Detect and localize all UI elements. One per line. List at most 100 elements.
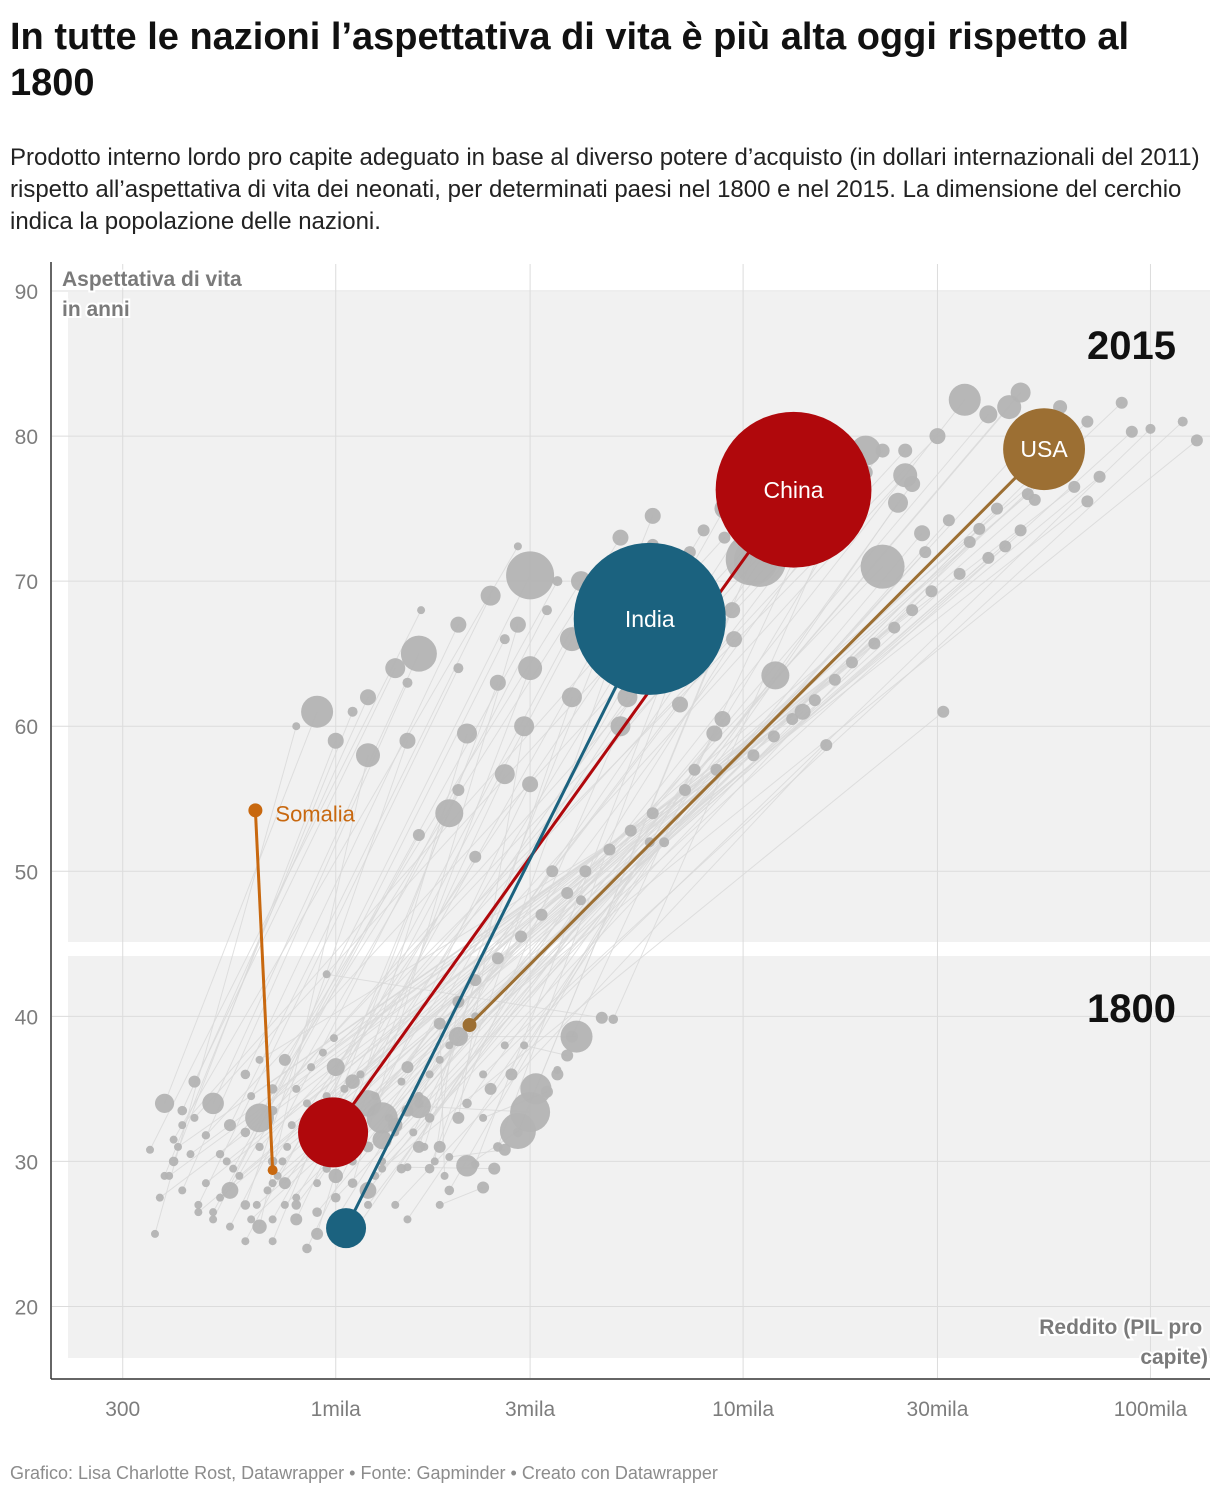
- country-dot-1800: [311, 1227, 324, 1240]
- country-dot-2015: [767, 730, 780, 743]
- country-dot-1800: [222, 1157, 231, 1166]
- country-dot-2015: [1093, 470, 1106, 483]
- country-dot-1800: [425, 1070, 434, 1079]
- country-dot-1800: [278, 1157, 287, 1166]
- country-dot-2015: [540, 1085, 553, 1098]
- country-dot-2015: [489, 674, 506, 691]
- country-dot-2015: [541, 605, 552, 616]
- y-tick-label: 90: [15, 281, 38, 304]
- connector-line: [523, 1044, 568, 1056]
- country-dot-1800: [292, 1193, 301, 1202]
- country-dot-2015: [488, 1162, 501, 1175]
- country-dot-2015: [452, 784, 465, 797]
- connector-line: [212, 653, 420, 1104]
- country-dot-1800: [278, 1177, 291, 1190]
- y-axis-title: Aspettativa di vita in anni: [62, 268, 248, 321]
- country-dot-2015: [979, 405, 998, 424]
- country-dot-2015: [515, 930, 528, 943]
- country-dot-1800: [229, 1164, 238, 1173]
- country-dot-1800: [347, 1178, 358, 1188]
- country-dot-2015: [518, 656, 543, 681]
- country-dot-1800: [240, 1127, 251, 1138]
- country-dot-1800: [326, 1058, 345, 1077]
- country-dot-1800: [252, 1200, 261, 1209]
- country-dot-1800: [240, 1069, 251, 1080]
- x-tick-label: 10mila: [712, 1398, 774, 1421]
- country-dot-2015: [997, 395, 1022, 420]
- country-dot-2015: [929, 428, 946, 445]
- country-dot-2015: [347, 706, 358, 717]
- connector-line: [306, 784, 531, 1249]
- connector-line: [439, 726, 621, 1148]
- country-dot-2015: [898, 443, 913, 458]
- country-dot-1800: [444, 1185, 455, 1196]
- usa-line: [468, 448, 1046, 1027]
- country-dot-1800: [221, 1182, 239, 1199]
- country-dot-1800: [150, 1229, 159, 1238]
- y-tick-label: 60: [15, 716, 38, 739]
- x-tick-label: 3mila: [505, 1398, 556, 1421]
- country-dot-2015: [999, 540, 1012, 553]
- country-dot-2015: [706, 725, 723, 742]
- country-dot-1800: [169, 1135, 178, 1144]
- country-dot-2015: [726, 631, 743, 648]
- country-dot-2015: [610, 716, 631, 737]
- connector-line: [407, 392, 1022, 1111]
- country-dot-2015: [450, 616, 467, 633]
- country-dot-2015: [820, 739, 833, 752]
- country-dot-2015: [688, 763, 701, 776]
- country-dot-1800: [366, 1102, 398, 1134]
- x-axis-title: Reddito (PIL pro capite): [1039, 1316, 1208, 1369]
- country-dot-2015: [1177, 416, 1188, 427]
- panel-1800: [68, 956, 1210, 1358]
- connector-line: [316, 479, 1046, 1119]
- country-dot-2015: [612, 529, 629, 546]
- chart-subtitle: Prodotto interno lordo pro capite adegua…: [10, 144, 1200, 235]
- country-dot-2015: [477, 1181, 490, 1194]
- country-dot-2015: [937, 705, 950, 718]
- country-dot-1800: [146, 1145, 155, 1154]
- country-dot-2015: [963, 535, 976, 548]
- country-dot-2015: [453, 663, 464, 674]
- country-dot-2015: [747, 749, 760, 762]
- country-dot-1800: [445, 1041, 454, 1050]
- country-dot-2015: [786, 712, 799, 725]
- usa-dot-2015: [1003, 408, 1085, 491]
- country-dot-1800: [247, 1215, 256, 1224]
- country-dot-2015: [828, 673, 841, 686]
- country-dot-1800: [448, 1027, 468, 1047]
- country-dot-1800: [430, 1157, 439, 1166]
- connector-line: [244, 624, 459, 1075]
- country-dot-1800: [435, 1055, 444, 1064]
- country-dot-2015: [1068, 480, 1081, 493]
- country-dot-2015: [552, 576, 563, 587]
- country-dot-2015: [1028, 493, 1041, 506]
- china-dot-2015: [715, 411, 872, 568]
- country-dot-2015: [659, 837, 670, 848]
- country-dot-2015: [678, 784, 691, 797]
- country-dot-1800: [409, 1128, 418, 1137]
- country-dot-1800: [322, 970, 331, 979]
- country-dot-1800: [479, 1113, 488, 1122]
- country-dot-1800: [209, 1208, 218, 1217]
- country-dot-1800: [384, 1113, 393, 1122]
- country-dot-2015: [1014, 524, 1027, 537]
- country-dot-2015: [359, 689, 376, 706]
- label-2015: 2015: [1087, 324, 1176, 368]
- connector-line: [229, 595, 492, 1126]
- country-dot-1800: [287, 1121, 296, 1130]
- india-dot-1800: [326, 1208, 367, 1249]
- country-dot-2015: [560, 1020, 593, 1053]
- country-dot-1800: [378, 1164, 387, 1173]
- country-dot-1800: [268, 1179, 277, 1188]
- country-dot-2015: [724, 602, 741, 619]
- country-dot-1800: [371, 1092, 380, 1101]
- country-dot-1800: [456, 1154, 478, 1177]
- country-dot-1800: [401, 1061, 414, 1074]
- country-dot-1800: [291, 1200, 302, 1210]
- country-dot-2015: [845, 656, 858, 669]
- y-tick-label: 40: [15, 1006, 38, 1029]
- connector-line: [381, 711, 944, 1170]
- country-dot-1800: [312, 1207, 322, 1217]
- country-dot-1800: [452, 1111, 465, 1124]
